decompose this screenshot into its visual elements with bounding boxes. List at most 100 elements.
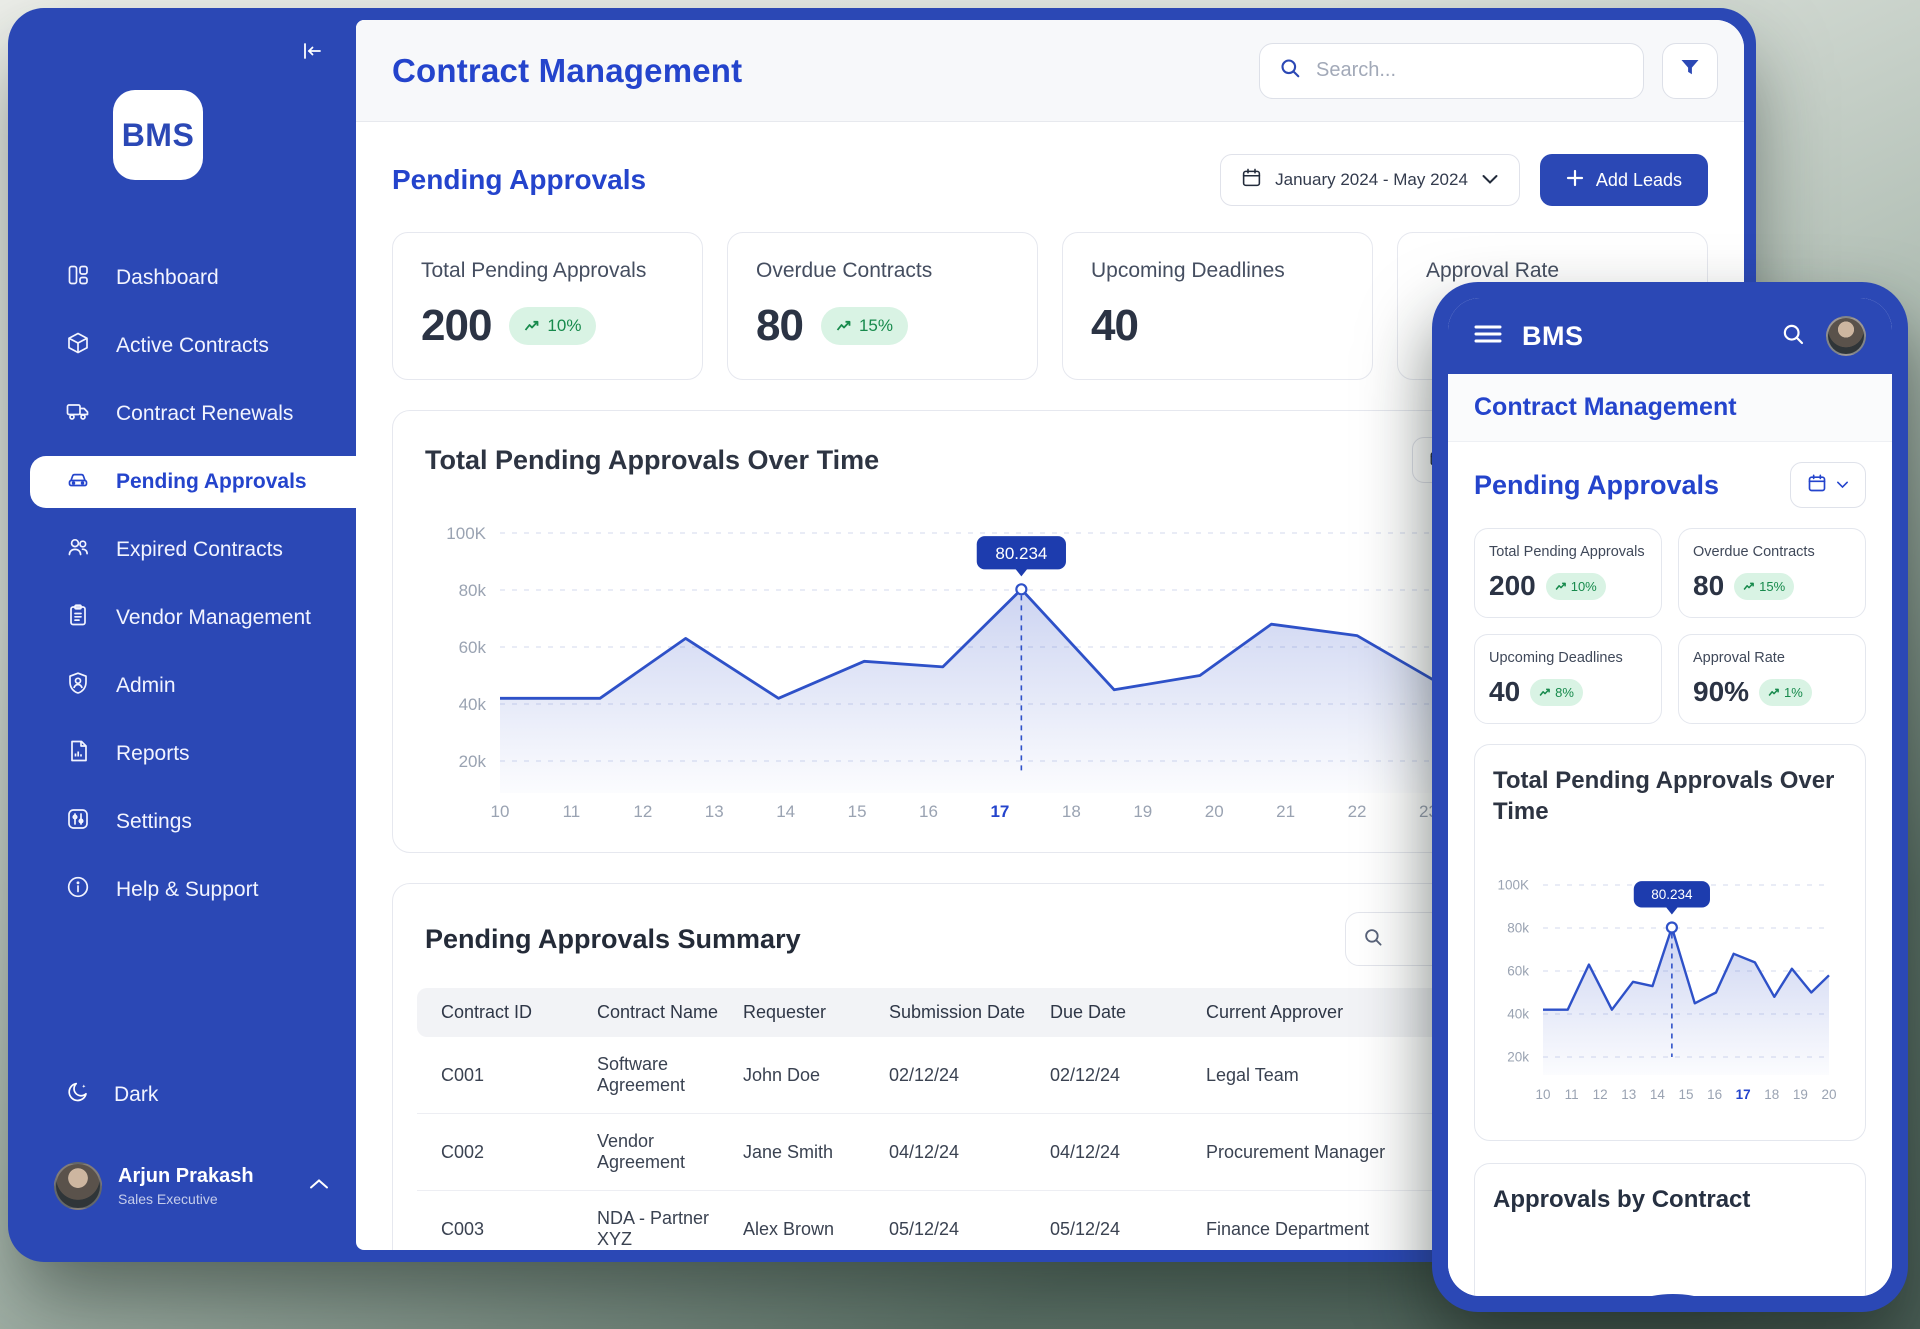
x-axis-tick-label: 19 — [1793, 1087, 1808, 1102]
cell-contract-name: NDA - Partner XYZ — [597, 1208, 710, 1249]
sidebar-item-label: Active Contracts — [116, 334, 269, 357]
sidebar-item-settings[interactable]: Settings — [8, 796, 356, 848]
cell-requester: Jane Smith — [743, 1141, 834, 1162]
mobile-page-title: Contract Management — [1474, 393, 1737, 421]
chart-title: Total Pending Approvals Over Time — [1493, 767, 1835, 826]
trend-value: 10% — [1570, 578, 1597, 594]
x-axis-tick-label: 15 — [848, 802, 867, 821]
stat-card-overdue: Overdue Contracts 80 15% — [727, 232, 1038, 380]
sidebar-item-active-contracts[interactable]: Active Contracts — [8, 320, 356, 372]
x-axis-tick-label: 12 — [1593, 1087, 1608, 1102]
sidebar-item-label: Expired Contracts — [116, 538, 283, 561]
mobile-header: BMS — [1448, 298, 1892, 374]
trend-badge: 15% — [1734, 572, 1795, 600]
x-axis-tick-label: 11 — [1565, 1087, 1579, 1102]
x-axis-tick-label: 22 — [1348, 802, 1367, 821]
stat-card-approval-rate: Approval Rate 90% 1% — [1678, 634, 1866, 724]
dashboard-grid-icon — [66, 263, 90, 293]
hamburger-menu-icon[interactable] — [1474, 323, 1502, 350]
avatar[interactable] — [1826, 316, 1866, 356]
sidebar-item-vendor-management[interactable]: Vendor Management — [8, 592, 356, 644]
plus-icon — [1566, 169, 1584, 192]
stat-card-upcoming-deadlines: Upcoming Deadlines 40 8% — [1474, 634, 1662, 724]
column-header: Requester — [743, 1002, 827, 1022]
sidebar-item-label: Help & Support — [116, 878, 259, 901]
sidebar-item-dashboard[interactable]: Dashboard — [8, 252, 356, 304]
search-input[interactable] — [1316, 59, 1625, 82]
collapse-sidebar-button[interactable] — [292, 38, 332, 68]
stat-value: 200 — [1489, 570, 1536, 601]
stat-label: Upcoming Deadlines — [1091, 259, 1285, 282]
sidebar-item-admin[interactable]: Admin — [8, 660, 356, 712]
chart-area — [500, 589, 1657, 793]
search-icon[interactable] — [1780, 321, 1806, 352]
x-axis-tick-label: 15 — [1678, 1087, 1693, 1102]
sidebar-item-expired-contracts[interactable]: Expired Contracts — [8, 524, 356, 576]
chart-tooltip — [976, 536, 1066, 570]
cell-requester: Alex Brown — [743, 1218, 835, 1239]
x-axis-tick-label: 10 — [491, 802, 510, 821]
y-axis-tick-label: 60k — [459, 638, 487, 657]
stat-value: 40 — [1489, 676, 1521, 707]
cell-due-date: 05/12/24 — [1050, 1218, 1121, 1239]
sidebar-nav: Dashboard Active Contracts Contract Rene… — [8, 252, 356, 932]
mobile-date-selector[interactable] — [1790, 462, 1866, 508]
mobile-body: Pending Approvals Total Pending Approval… — [1448, 442, 1892, 1296]
x-axis-tick-label: 10 — [1535, 1087, 1550, 1102]
x-axis-tick-label: 14 — [776, 802, 795, 821]
cell-due-date: 04/12/24 — [1050, 1141, 1121, 1162]
user-profile[interactable]: Arjun Prakash Sales Executive — [54, 1162, 330, 1210]
filter-funnel-icon — [1678, 56, 1702, 85]
approvals-donut-chart — [1563, 1294, 1783, 1296]
x-axis-tick-label: 20 — [1205, 802, 1224, 821]
chart-title: Total Pending Approvals Over Time — [425, 444, 880, 475]
x-axis-tick-label: 12 — [633, 802, 652, 821]
mobile-screen: BMS Contract Management Pending Approval… — [1448, 298, 1892, 1296]
calendar-icon — [1807, 473, 1827, 498]
chevron-down-icon — [1836, 476, 1849, 494]
date-range-selector[interactable]: January 2024 - May 2024 — [1220, 154, 1520, 206]
dark-mode-toggle[interactable]: Dark — [66, 1080, 158, 1110]
user-role: Sales Executive — [118, 1191, 218, 1207]
stat-cards: Total Pending Approvals 200 10% Overdue … — [392, 232, 1708, 380]
chart-area — [1543, 927, 1829, 1076]
trend-value: 1% — [1784, 684, 1803, 700]
cell-contract-id: C001 — [441, 1064, 485, 1085]
stat-card-total-pending: Total Pending Approvals 200 10% — [392, 232, 703, 380]
sliders-icon — [66, 807, 90, 837]
add-leads-button[interactable]: Add Leads — [1539, 154, 1708, 206]
moon-icon — [66, 1080, 90, 1110]
filter-button[interactable] — [1662, 42, 1718, 99]
sidebar-item-pending-approvals[interactable]: Pending Approvals — [30, 456, 356, 508]
page-title: Contract Management — [392, 51, 743, 89]
x-axis-tick-label: 16 — [1707, 1087, 1722, 1102]
topbar: Contract Management — [356, 20, 1744, 122]
sidebar-item-contract-renewals[interactable]: Contract Renewals — [8, 388, 356, 440]
x-axis-tick-label: 16 — [919, 802, 938, 821]
y-axis-tick-label: 40k — [459, 695, 487, 714]
y-axis-tick-label: 60k — [1507, 964, 1529, 979]
approvals-by-contract-card: Approvals by Contract — [1474, 1163, 1866, 1296]
stat-value: 200 — [421, 301, 492, 350]
stat-label: Upcoming Deadlines — [1489, 650, 1623, 666]
cell-due-date: 02/12/24 — [1050, 1064, 1121, 1085]
sidebar-item-help-support[interactable]: Help & Support — [8, 864, 356, 916]
x-axis-tick-label: 17 — [990, 802, 1009, 821]
sidebar-item-label: Reports — [116, 742, 190, 765]
stat-card-overdue: Overdue Contracts 80 15% — [1678, 528, 1866, 618]
stat-label: Overdue Contracts — [1693, 544, 1815, 560]
stat-value: 80 — [756, 301, 804, 350]
x-axis-tick-label: 20 — [1821, 1087, 1836, 1102]
y-axis-tick-label: 80k — [1507, 921, 1529, 936]
mobile-pending-approvals-line-chart: 20k 40k 60k 80k 100K 10 11 12 13 14 15 16 17 18 19 20 80… — [1497, 878, 1836, 1102]
stat-value: 80 — [1693, 570, 1725, 601]
sidebar-item-reports[interactable]: Reports — [8, 728, 356, 780]
cell-submission-date: 04/12/24 — [889, 1141, 960, 1162]
shield-user-icon — [66, 671, 90, 701]
cell-requester: John Doe — [743, 1064, 821, 1085]
mobile-titlebar: Contract Management — [1448, 374, 1892, 442]
column-header: Due Date — [1050, 1002, 1127, 1022]
stat-card-upcoming-deadlines: Upcoming Deadlines 40 — [1062, 232, 1373, 380]
y-axis-tick-label: 40k — [1507, 1007, 1529, 1022]
